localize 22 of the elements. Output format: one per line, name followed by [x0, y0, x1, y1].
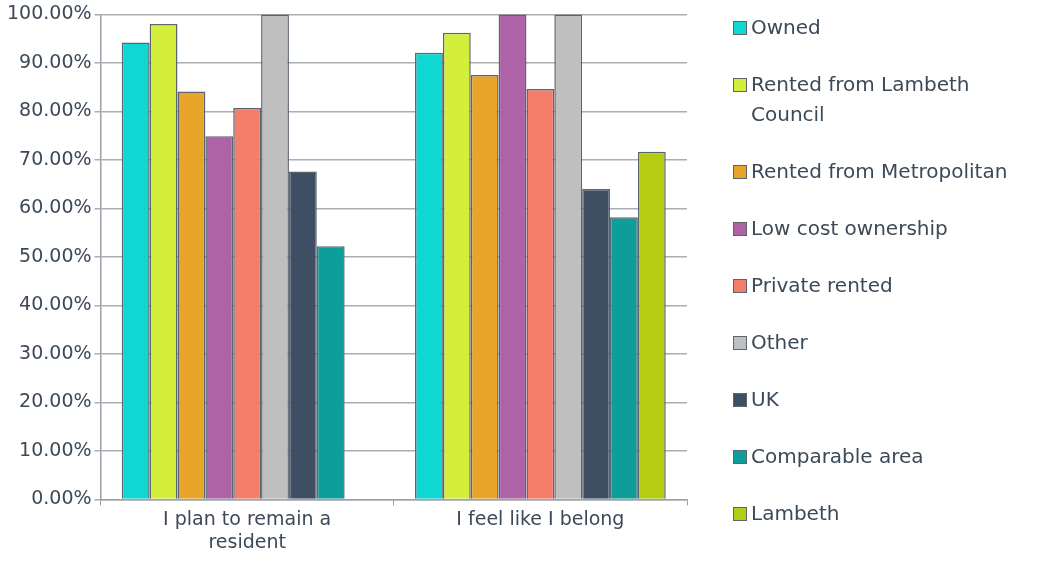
y-tick-label: 10.00%	[19, 437, 92, 460]
legend-label: Rented from Lambeth Council	[751, 71, 971, 128]
legend-label: Other	[751, 329, 808, 356]
y-tick-label: 60.00%	[19, 195, 92, 218]
legend-label: Rented from Metropolitan	[751, 158, 1008, 185]
y-tick-label: 20.00%	[19, 389, 92, 412]
legend-label: Owned	[751, 14, 821, 41]
x-tick-label: I feel like I belong	[456, 506, 625, 529]
y-tick-label: 30.00%	[19, 340, 92, 363]
y-tick-label: 100.00%	[6, 1, 92, 24]
legend-label: Private rented	[751, 272, 893, 299]
y-tick-label: 80.00%	[19, 98, 92, 121]
y-tick-label: 0.00%	[31, 486, 92, 509]
legend-label: Lambeth	[751, 500, 840, 527]
y-tick-label: 90.00%	[19, 49, 92, 72]
y-tick-label: 70.00%	[19, 146, 92, 169]
y-tick-label: 50.00%	[19, 243, 92, 266]
y-tick-label: 40.00%	[19, 292, 92, 315]
legend-label: Low cost ownership	[751, 215, 948, 242]
legend-label: UK	[751, 386, 779, 413]
x-tick-label: I plan to remain a resident	[163, 506, 332, 552]
legend-label: Comparable area	[751, 443, 924, 470]
